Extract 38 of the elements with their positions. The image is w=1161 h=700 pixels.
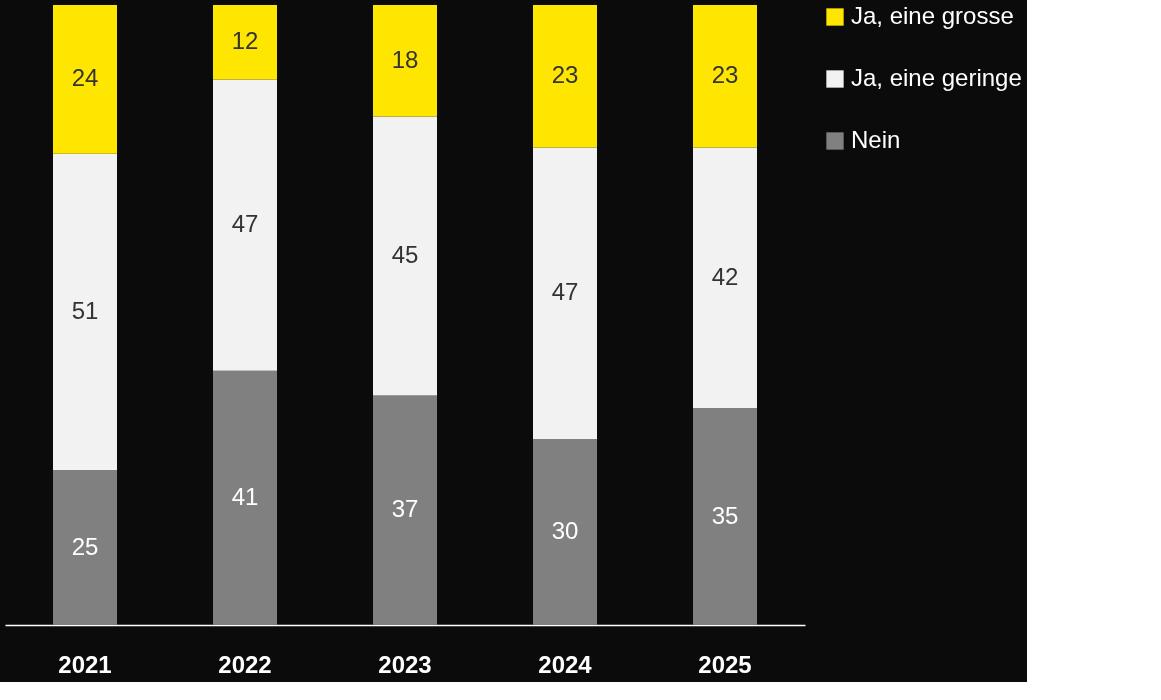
bar (693, 408, 757, 625)
data-label: 35 (711, 501, 739, 529)
data-label: 42 (711, 262, 739, 290)
bar (533, 147, 597, 439)
data-label: 12 (231, 27, 259, 55)
x-tick-label: 2025 (698, 650, 752, 678)
data-label: 23 (711, 61, 739, 89)
x-tick-label: 2023 (378, 650, 432, 678)
bar (213, 370, 277, 625)
bar (53, 470, 117, 625)
bar (373, 116, 437, 396)
data-label: 25 (71, 532, 99, 560)
bar (373, 395, 437, 625)
bar (213, 79, 277, 371)
data-label: 41 (231, 482, 259, 510)
bar (533, 5, 597, 148)
bar (53, 5, 117, 154)
data-label: 51 (71, 296, 99, 324)
legend-label: Ja, eine grosse (851, 2, 1014, 29)
bar (693, 5, 757, 148)
data-label: 23 (551, 61, 579, 89)
bar (213, 5, 277, 80)
data-label: 47 (231, 210, 259, 238)
x-tick-label: 2024 (538, 650, 593, 678)
data-label: 30 (551, 517, 579, 544)
data-label: 47 (551, 278, 579, 306)
bar (693, 147, 757, 408)
x-tick-label: 2021 (58, 650, 112, 678)
legend-label: Ja, eine geringe (851, 64, 1022, 91)
data-label: 45 (391, 241, 419, 269)
data-label: 18 (391, 45, 419, 73)
x-tick-label: 2022 (218, 650, 272, 678)
data-label: 24 (71, 64, 99, 92)
bar (53, 153, 117, 470)
bar (533, 439, 597, 625)
data-label: 37 (391, 495, 419, 523)
bar (373, 5, 437, 117)
legend-label: Nein (851, 126, 901, 153)
